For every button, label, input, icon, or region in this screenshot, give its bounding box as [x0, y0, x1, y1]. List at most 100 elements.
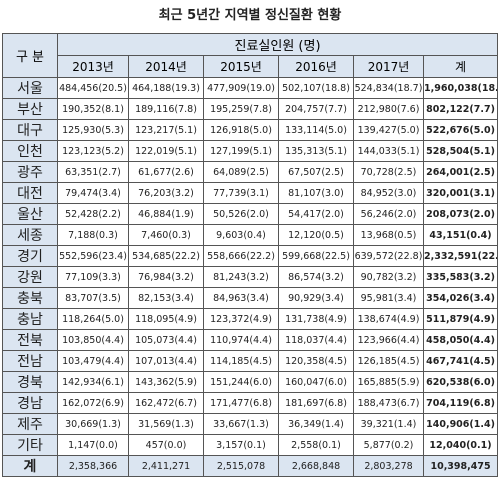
- region-cell: 경남: [2, 392, 58, 414]
- value-cell: 107,013(4.4): [128, 350, 204, 372]
- value-cell: 70,728(2.5): [353, 161, 424, 183]
- region-cell: 전북: [2, 329, 58, 351]
- value-cell: 123,123(5.2): [57, 140, 129, 162]
- value-cell: 61,677(2.6): [128, 161, 204, 183]
- value-cell: 36,349(1.4): [278, 413, 354, 435]
- value-cell: 2,332,591(22.4): [422, 245, 499, 267]
- value-cell: 118,264(5.0): [57, 308, 129, 330]
- value-cell: 84,952(3.0): [353, 182, 424, 204]
- value-cell: 118,037(4.4): [278, 329, 354, 351]
- value-cell: 90,929(3.4): [278, 287, 354, 309]
- value-cell: 484,456(20.5): [57, 77, 129, 99]
- corner-header: 구 분: [2, 33, 58, 78]
- value-cell: 599,668(22.5): [278, 245, 354, 267]
- table-row: 인천 123,123(5.2) 122,019(5.1) 127,199(5.1) 13…: [2, 140, 499, 162]
- table-row: 전북 103,850(4.4) 105,073(4.4) 110,974(4.4) 11…: [2, 329, 499, 351]
- value-cell: 320,001(3.1): [422, 182, 499, 204]
- value-cell: 7,460(0.3): [128, 224, 204, 246]
- value-cell: 143,362(5.9): [128, 371, 204, 393]
- value-cell: 105,073(4.4): [128, 329, 204, 351]
- region-cell: 광주: [2, 161, 58, 183]
- value-cell: 188,473(6.7): [353, 392, 424, 414]
- value-cell: 511,879(4.9): [422, 308, 499, 330]
- value-cell: 127,199(5.1): [203, 140, 279, 162]
- value-cell: 12,120(0.5): [278, 224, 354, 246]
- region-cell: 강원: [2, 266, 58, 288]
- region-cell: 경북: [2, 371, 58, 393]
- column-header: 2015년: [203, 55, 279, 78]
- value-cell: 195,259(7.8): [203, 98, 279, 120]
- value-cell: 95,981(3.4): [353, 287, 424, 309]
- column-header: 2017년: [353, 55, 424, 78]
- table-row: 강원 77,109(3.3) 76,984(3.2) 81,243(3.2) 86,57…: [2, 266, 499, 288]
- value-cell: 86,574(3.2): [278, 266, 354, 288]
- value-cell: 120,358(4.5): [278, 350, 354, 372]
- header-row: 구 분 진료실인원 (명): [2, 33, 499, 78]
- value-cell: 458,050(4.4): [422, 329, 499, 351]
- value-cell: 103,479(4.4): [57, 350, 129, 372]
- region-cell: 부산: [2, 98, 58, 120]
- region-cell: 세종: [2, 224, 58, 246]
- value-cell: 33,667(1.3): [203, 413, 279, 435]
- table-body: 서울 484,456(20.5) 464,188(19.3) 477,909(19.0…: [2, 77, 499, 477]
- value-cell: 114,185(4.5): [203, 350, 279, 372]
- value-cell: 123,966(4.4): [353, 329, 424, 351]
- table-row: 충남 118,264(5.0) 118,095(4.9) 123,372(4.9) 13…: [2, 308, 499, 330]
- value-cell: 110,974(4.4): [203, 329, 279, 351]
- value-cell: 181,697(6.8): [278, 392, 354, 414]
- region-cell: 기타: [2, 434, 58, 456]
- value-cell: 7,188(0.3): [57, 224, 129, 246]
- value-cell: 208,073(2.0): [422, 203, 499, 225]
- value-cell: 335,583(3.2): [422, 266, 499, 288]
- value-cell: 10,398,475: [422, 455, 499, 477]
- value-cell: 171,477(6.8): [203, 392, 279, 414]
- value-cell: 464,188(19.3): [128, 77, 204, 99]
- region-cell: 충남: [2, 308, 58, 330]
- column-header: 계: [422, 55, 499, 78]
- value-cell: 704,119(6.8): [422, 392, 499, 414]
- table-row: 경기 552,596(23.4) 534,685(22.2) 558,666(22.2…: [2, 245, 499, 267]
- value-cell: 81,243(3.2): [203, 266, 279, 288]
- value-cell: 264,001(2.5): [422, 161, 499, 183]
- year-row: 2013년 2014년 2015년 2016년 2017년 계: [3, 55, 499, 78]
- value-cell: 118,095(4.9): [128, 308, 204, 330]
- region-cell: 울산: [2, 203, 58, 225]
- value-cell: 2,358,366: [57, 455, 129, 477]
- table-row: 부산 190,352(8.1) 189,116(7.8) 195,259(7.8) 20…: [2, 98, 499, 120]
- value-cell: 64,089(2.5): [203, 161, 279, 183]
- value-cell: 2,411,271: [128, 455, 204, 477]
- value-cell: 142,934(6.1): [57, 371, 129, 393]
- table-row: 경남 162,072(6.9) 162,472(6.7) 171,477(6.8) 18…: [2, 392, 499, 414]
- table-row: 세종 7,188(0.3) 7,460(0.3) 9,603(0.4) 12,120(0…: [2, 224, 499, 246]
- value-cell: 9,603(0.4): [203, 224, 279, 246]
- value-cell: 131,738(4.9): [278, 308, 354, 330]
- value-cell: 63,351(2.7): [57, 161, 129, 183]
- value-cell: 12,040(0.1): [422, 434, 499, 456]
- table-row: 서울 484,456(20.5) 464,188(19.3) 477,909(19.0…: [2, 77, 499, 99]
- table-row: 울산 52,428(2.2) 46,884(1.9) 50,526(2.0) 54,41…: [2, 203, 499, 225]
- value-cell: 54,417(2.0): [278, 203, 354, 225]
- value-cell: 76,984(3.2): [128, 266, 204, 288]
- value-cell: 522,676(5.0): [422, 119, 499, 141]
- region-cell: 충북: [2, 287, 58, 309]
- value-cell: 43,151(0.4): [422, 224, 499, 246]
- value-cell: 67,507(2.5): [278, 161, 354, 183]
- value-cell: 2,515,078: [203, 455, 279, 477]
- region-cell: 제주: [2, 413, 58, 435]
- value-cell: 151,244(6.0): [203, 371, 279, 393]
- value-cell: 39,321(1.4): [353, 413, 424, 435]
- region-cell: 인천: [2, 140, 58, 162]
- region-table: 구 분 진료실인원 (명) 2013년 2014년 2015년 2016년 2017년 계…: [2, 33, 499, 477]
- value-cell: 1,960,038(18.9): [422, 77, 499, 99]
- value-cell: 31,569(1.3): [128, 413, 204, 435]
- table-row: 대구 125,930(5.3) 123,217(5.1) 126,918(5.0) 13…: [2, 119, 499, 141]
- title: 최근 5년간 지역별 정신질환 현황: [158, 8, 342, 23]
- table-row: 충북 83,707(3.5) 82,153(3.4) 84,963(3.4) 90,92…: [2, 287, 499, 309]
- value-cell: 50,526(2.0): [203, 203, 279, 225]
- value-cell: 477,909(19.0): [203, 77, 279, 99]
- value-cell: 558,666(22.2): [203, 245, 279, 267]
- value-cell: 123,217(5.1): [128, 119, 204, 141]
- value-cell: 620,538(6.0): [422, 371, 499, 393]
- value-cell: 457(0.0): [128, 434, 204, 456]
- value-cell: 52,428(2.2): [57, 203, 129, 225]
